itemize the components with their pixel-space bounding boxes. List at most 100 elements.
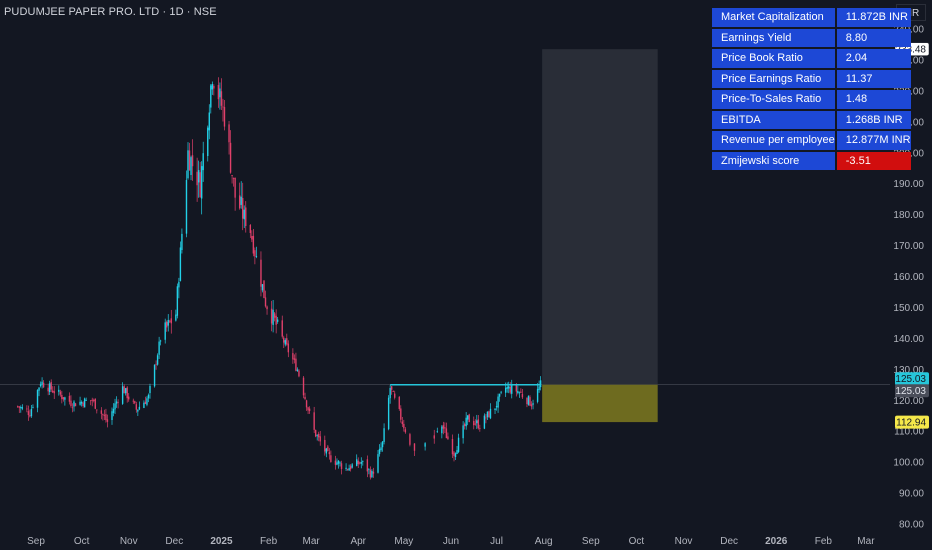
y-tick-label: 120.00 (893, 396, 924, 407)
candle-body (178, 281, 180, 288)
candle-body (295, 358, 297, 371)
candle-body (132, 400, 134, 402)
fundamentals-table: Market Capitalization 11.872B INR Earnings… (710, 6, 913, 172)
candle-body (254, 250, 256, 257)
candle-body (149, 385, 151, 394)
candle-body (124, 388, 127, 394)
candle-body (260, 259, 262, 287)
candle-body (500, 391, 502, 393)
fundamental-value: 11.37 (836, 69, 911, 88)
candle-body (156, 355, 159, 365)
candle-body (255, 256, 258, 258)
stop-zone (542, 384, 658, 423)
candle-body (441, 426, 443, 434)
candle-body (521, 394, 524, 398)
candle-body (85, 399, 87, 401)
y-tick-label: 80.00 (899, 520, 924, 531)
fundamentals-row: Price Book Ratio 2.04 (712, 49, 911, 68)
candle-body (378, 448, 381, 455)
candle-body (339, 462, 341, 464)
candle-body (351, 464, 353, 468)
candle-body (144, 401, 147, 404)
candle-body (366, 459, 369, 472)
candle-body (381, 441, 384, 448)
candle-body (112, 408, 115, 413)
candle-body (404, 429, 407, 433)
candle-body (276, 319, 279, 322)
candle-body (243, 209, 245, 220)
x-tick-label: Jun (443, 536, 459, 547)
candle-body (319, 436, 321, 442)
candle-body (197, 170, 200, 183)
candle-body (59, 391, 62, 395)
candle-body (287, 343, 290, 353)
candle-body (50, 382, 52, 390)
candle-body (200, 166, 203, 199)
candle-body (263, 280, 265, 298)
candle-body (185, 180, 188, 234)
candle-body (47, 387, 49, 392)
fundamentals-row: Price-To-Sales Ratio 1.48 (712, 90, 911, 109)
candle-body (217, 84, 220, 100)
candle-body (508, 386, 510, 389)
candle-body (232, 177, 235, 179)
candle-body (20, 407, 22, 409)
candle-body (462, 425, 464, 439)
price-label-text: 125.03 (895, 374, 926, 385)
candle-body (18, 406, 20, 408)
price-label: 125.03 (895, 384, 929, 398)
candle-body (286, 338, 288, 345)
candle-body (188, 150, 191, 171)
fundamental-label: Price Book Ratio (712, 49, 835, 68)
candle-body (219, 88, 221, 98)
candle-body (39, 384, 42, 387)
y-tick-label: 150.00 (893, 303, 924, 314)
candle-body (38, 387, 40, 391)
candle-body (308, 408, 311, 411)
candle-body (518, 392, 521, 394)
fundamental-label: Revenue per employee (712, 131, 835, 150)
candle-body (400, 408, 402, 420)
candle-body (245, 207, 247, 227)
candle-body (442, 425, 445, 429)
x-tick-label: 2026 (765, 536, 788, 547)
x-tick-label: 2025 (210, 536, 233, 547)
candle-body (436, 431, 438, 433)
candle-body (234, 177, 236, 198)
x-tick-label: Oct (74, 536, 90, 547)
candle-body (539, 380, 542, 388)
target-zone (542, 49, 658, 385)
price-label: 112.94 (895, 415, 929, 429)
candle-body (93, 400, 95, 401)
fundamental-value: 12.877M INR (836, 131, 911, 150)
fundamental-label: Zmijewski score (712, 151, 835, 170)
candle-body (504, 387, 507, 393)
fundamental-label: Price Earnings Ratio (712, 69, 835, 88)
candle-body (90, 400, 92, 402)
y-tick-label: 190.00 (893, 179, 924, 190)
candle-body (479, 427, 481, 429)
candle-body (61, 394, 63, 399)
candle-body (538, 386, 540, 391)
candle-body (401, 421, 404, 425)
candle-body (483, 415, 486, 429)
candle-body (159, 340, 162, 342)
candle-body (409, 434, 411, 445)
candle-body (272, 309, 274, 325)
candle-body (196, 171, 198, 186)
candle-body (485, 417, 487, 419)
candle-body (187, 150, 189, 179)
candle-body (53, 391, 55, 394)
fundamental-value: 11.872B INR (836, 8, 911, 27)
position-tool (542, 49, 658, 423)
candle-body (210, 85, 212, 108)
y-tick-label: 170.00 (893, 241, 924, 252)
candle-body (372, 471, 375, 474)
candle-body (345, 467, 347, 469)
symbol-title[interactable]: PUDUMJEE PAPER PRO. LTD · 1D · NSE (4, 6, 217, 18)
candle-body (389, 387, 391, 399)
fundamental-label: EBITDA (712, 110, 835, 129)
candle-body (207, 127, 209, 157)
candle-body (190, 157, 192, 175)
